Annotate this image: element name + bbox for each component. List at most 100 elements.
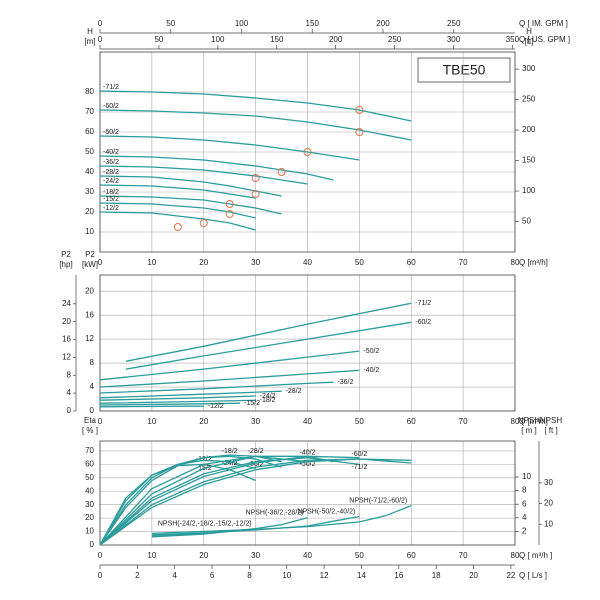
marker <box>355 128 364 136</box>
curve-label: NPSH(-50/2,-40/2) <box>297 508 355 515</box>
x-axis-label: Q [m³/h] <box>519 417 548 426</box>
curve <box>99 399 256 404</box>
axis-tick-label: 6 <box>210 571 215 580</box>
y-tick-label: 60 <box>85 459 94 468</box>
curve <box>99 184 256 199</box>
axis-tick-label: 20 <box>469 571 478 580</box>
y-tick-label: 16 <box>85 310 94 319</box>
curve-label: -40/2 <box>103 149 119 156</box>
axis-tick-label: 350 <box>506 35 520 44</box>
curve-label: -28/2 <box>248 448 264 455</box>
x-tick-label: 40 <box>303 551 312 560</box>
y-tick-label: 70 <box>85 446 94 455</box>
axis-tick-label: 150 <box>270 35 284 44</box>
marker <box>303 148 312 156</box>
curve <box>99 135 360 161</box>
axis-label: Q [ US. GPM ] <box>519 35 570 44</box>
curve <box>99 202 256 219</box>
curve-label: -18/2 <box>222 448 238 455</box>
curve <box>99 109 412 141</box>
axis-tick-label: 0 <box>67 406 72 415</box>
curve <box>99 458 412 546</box>
curve-label: -60/2 <box>103 103 119 110</box>
y2-axis-label: NPSH <box>518 416 540 425</box>
axis-label: P2 <box>61 250 71 259</box>
y-tick-label: 8 <box>90 358 95 367</box>
axis-unit: [ ft ] <box>544 426 557 435</box>
axis-unit: [hp] <box>59 260 72 269</box>
y-tick-label: 0 <box>90 540 95 549</box>
curve-label: -12/2 <box>103 205 119 212</box>
y2-axis-unit: [ft] <box>525 37 534 46</box>
x-tick-label: 20 <box>199 417 208 426</box>
axis-tick-label: 4 <box>67 388 72 397</box>
curve <box>99 195 282 215</box>
axis-tick-label: 20 <box>62 317 71 326</box>
axis-tick-label: 12 <box>62 352 71 361</box>
x-tick-label: 40 <box>303 417 312 426</box>
y-axis-label: H <box>87 27 93 36</box>
x-tick-label: 10 <box>147 417 156 426</box>
y-tick-label: 80 <box>85 87 94 96</box>
marker <box>251 174 260 182</box>
curve-label: -36/2 <box>248 461 264 468</box>
y2-tick-label: 250 <box>522 95 536 104</box>
curve <box>99 457 360 546</box>
curve-label: -15/2 <box>244 400 260 407</box>
y-tick-label: 70 <box>85 107 94 116</box>
curve <box>99 455 334 546</box>
x-tick-label: 50 <box>355 551 364 560</box>
axis-tick-label: 300 <box>447 35 461 44</box>
axis-tick-label: 200 <box>376 19 390 28</box>
y2-axis-unit: [ m ] <box>521 426 537 435</box>
y-tick-label: 4 <box>90 382 95 391</box>
y2-tick-label: 300 <box>522 64 536 73</box>
curve <box>99 402 241 406</box>
y-tick-label: 10 <box>85 527 94 536</box>
chart-title: TBE50 <box>443 62 486 78</box>
x-tick-label: 50 <box>355 417 364 426</box>
curve-label: NPSH(-36/2,-28/2) <box>246 510 304 517</box>
axis-tick-label: 16 <box>62 335 71 344</box>
y-axis-unit: [m] <box>84 37 95 46</box>
marker <box>173 223 182 231</box>
axis-tick-label: 14 <box>357 571 366 580</box>
axis-label: NPSH <box>540 416 562 425</box>
marker <box>251 190 260 198</box>
x-tick-label: 80 <box>511 258 520 267</box>
y2-tick-label: 200 <box>522 125 536 134</box>
axis-tick-label: 50 <box>154 35 163 44</box>
curve-label: -71/2 <box>103 84 119 91</box>
axis-label: Q [ IM. GPM ] <box>519 19 568 28</box>
x-tick-label: 80 <box>511 417 520 426</box>
y-tick-label: 40 <box>85 167 94 176</box>
curve <box>99 390 282 399</box>
axis-tick-label: 12 <box>320 571 329 580</box>
x-tick-label: 0 <box>98 258 103 267</box>
curve <box>99 369 360 388</box>
axis-tick-label: 16 <box>394 571 403 580</box>
y-tick-label: 10 <box>85 227 94 236</box>
x-tick-label: 40 <box>303 258 312 267</box>
curve-label: NPSH(-71/2,-60/2) <box>349 497 407 504</box>
curve-label: NPSH(-24/2,-18/2,-15/2,-12/2) <box>158 521 252 528</box>
y-axis-label: Eta <box>84 416 97 425</box>
y-axis-label: P2 <box>85 250 95 259</box>
curve-label: -36/2 <box>337 379 353 386</box>
y2-tick-label: 8 <box>522 486 527 495</box>
y2-tick-label: 100 <box>522 186 536 195</box>
x-tick-label: 30 <box>251 258 260 267</box>
y-tick-label: 20 <box>85 286 94 295</box>
y-tick-label: 60 <box>85 127 94 136</box>
axis-label: Q [ L/s ] <box>519 571 547 580</box>
plot-frame <box>99 51 516 253</box>
y-tick-label: 50 <box>85 473 94 482</box>
curve-label: -40/2 <box>363 367 379 374</box>
curve-label: -15/2 <box>103 196 119 203</box>
axis-tick-label: 150 <box>306 19 320 28</box>
curve-label: -40/2 <box>300 450 316 457</box>
marker <box>225 210 234 218</box>
curve-label: -28/2 <box>103 169 119 176</box>
